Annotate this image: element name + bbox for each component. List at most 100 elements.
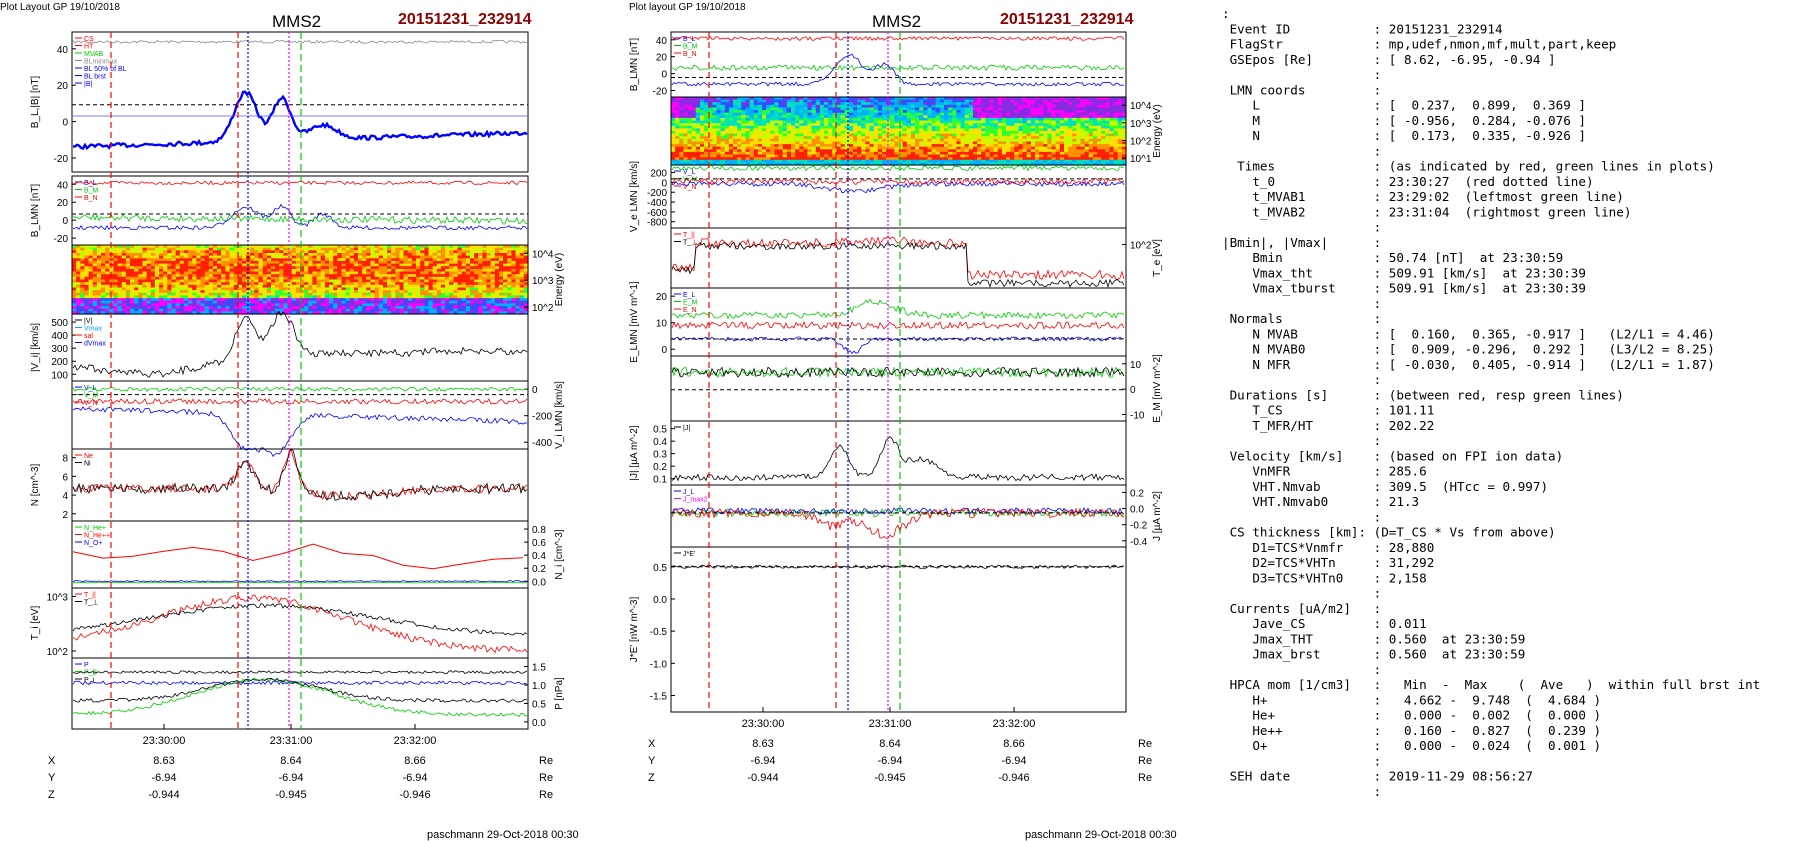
spectrogram-cell bbox=[828, 125, 833, 129]
spectrogram-cell bbox=[786, 157, 792, 161]
spectrogram-cell bbox=[490, 308, 496, 312]
spectrogram-cell bbox=[935, 141, 941, 145]
spectrogram-cell bbox=[391, 303, 396, 307]
spectrogram-cell bbox=[113, 284, 119, 289]
spectrogram-cell bbox=[457, 290, 463, 294]
spectrogram-cell bbox=[848, 146, 854, 150]
spectrogram-cell bbox=[865, 107, 871, 111]
spectrogram-cell bbox=[457, 253, 463, 257]
spectrogram-cell bbox=[242, 300, 247, 304]
spectrogram-cell bbox=[113, 271, 119, 275]
spectrogram-cell bbox=[803, 149, 809, 153]
spectrogram-cell bbox=[138, 271, 143, 275]
spectrogram-cell bbox=[486, 311, 492, 315]
spectrogram-cell bbox=[803, 146, 809, 150]
spectrogram-cell bbox=[105, 274, 110, 278]
spectrogram-cell bbox=[869, 162, 875, 166]
spectrogram-cell bbox=[121, 308, 127, 312]
spectrogram-cell bbox=[358, 311, 363, 315]
spectrogram-cell bbox=[675, 125, 680, 129]
spectrogram-cell bbox=[700, 110, 705, 114]
spectrogram-cell bbox=[362, 268, 367, 273]
spectrogram-cell bbox=[113, 300, 119, 304]
spectrogram-cell bbox=[923, 136, 928, 140]
spectrogram-cell bbox=[105, 282, 110, 286]
spectrogram-cell bbox=[324, 295, 330, 299]
spectrogram-cell bbox=[370, 271, 376, 275]
spectrogram-cell bbox=[952, 141, 957, 145]
spectrogram-cell bbox=[146, 266, 152, 270]
spectrogram-cell bbox=[956, 120, 962, 124]
spectrogram-cell bbox=[857, 120, 862, 124]
spectrogram-cell bbox=[948, 136, 953, 140]
spectrogram-cell bbox=[424, 247, 430, 251]
spectrogram-cell bbox=[762, 133, 767, 137]
spectrogram-cell bbox=[482, 284, 488, 289]
spectrogram-cell bbox=[465, 266, 471, 270]
spectrogram-cell bbox=[308, 271, 313, 275]
spectrogram-cell bbox=[316, 295, 322, 299]
spectrogram-cell bbox=[811, 107, 817, 111]
spectrogram-cell bbox=[741, 97, 746, 101]
spectrogram-cell bbox=[370, 250, 376, 254]
spectrogram-cell bbox=[196, 250, 202, 254]
spectrogram-cell bbox=[262, 271, 268, 275]
spectrogram-cell bbox=[766, 136, 771, 140]
spectrogram-cell bbox=[333, 250, 338, 254]
spectrogram-cell bbox=[175, 255, 181, 259]
spectrogram-cell bbox=[882, 138, 887, 142]
spectrogram-cell bbox=[105, 258, 110, 262]
spectrogram-cell bbox=[362, 282, 367, 286]
spectrogram-cell bbox=[320, 253, 326, 257]
spectrogram-cell bbox=[968, 136, 974, 140]
spectrogram-cell bbox=[353, 308, 359, 312]
spectrogram-cell bbox=[948, 110, 953, 114]
spectrogram-cell bbox=[403, 303, 409, 307]
spectrogram-cell bbox=[708, 141, 713, 145]
spectrogram-cell bbox=[246, 308, 251, 312]
spectrogram-cell bbox=[832, 157, 837, 161]
spectrogram-cell bbox=[482, 311, 488, 315]
position-value: 8.64 bbox=[280, 755, 301, 767]
spectrogram-cell bbox=[242, 271, 247, 275]
spectrogram-cell bbox=[902, 141, 908, 145]
spectrogram-cell bbox=[242, 287, 247, 291]
spectrogram-cell bbox=[295, 292, 301, 297]
spectrogram-cell bbox=[428, 266, 434, 270]
spectrogram-cell bbox=[890, 149, 895, 153]
spectrogram-cell bbox=[720, 110, 726, 114]
spectrogram-cell bbox=[737, 99, 742, 103]
spectrogram-cell bbox=[494, 245, 500, 249]
spectrogram-cell bbox=[237, 295, 243, 299]
spectrogram-cell bbox=[757, 102, 763, 106]
spectrogram-cell bbox=[782, 146, 788, 150]
spectrogram-cell bbox=[366, 282, 371, 286]
spectrogram-cell bbox=[130, 284, 135, 289]
spectrogram-cell bbox=[956, 99, 962, 103]
spectrogram-cell bbox=[221, 292, 226, 297]
spectrogram-cell bbox=[757, 133, 763, 137]
spectrogram-cell bbox=[196, 266, 202, 270]
spectrogram-cell bbox=[757, 110, 763, 114]
spectrogram-cell bbox=[283, 247, 289, 251]
spectrogram-cell bbox=[832, 128, 837, 132]
spectrogram-cell bbox=[799, 133, 804, 137]
spectrogram-cell bbox=[848, 149, 854, 153]
spectrogram-cell bbox=[716, 151, 722, 156]
spectrogram-cell bbox=[391, 287, 396, 291]
spectrogram-cell bbox=[146, 274, 152, 278]
spectrogram-cell bbox=[890, 146, 895, 150]
spectrogram-cell bbox=[395, 263, 400, 267]
spectrogram-cell bbox=[757, 149, 763, 153]
panel-frame bbox=[71, 520, 529, 589]
spectrogram-cell bbox=[125, 250, 131, 254]
spectrogram-cell bbox=[861, 159, 866, 163]
spectrogram-cell bbox=[378, 306, 384, 310]
spectrogram-cell bbox=[964, 97, 970, 101]
spectrogram-cell bbox=[370, 260, 376, 265]
spectrogram-cell bbox=[150, 295, 156, 299]
spectrogram-cell bbox=[741, 159, 746, 163]
spectrogram-cell bbox=[229, 255, 235, 259]
spectrogram-cell bbox=[138, 255, 143, 259]
spectrogram-cell bbox=[886, 125, 891, 129]
